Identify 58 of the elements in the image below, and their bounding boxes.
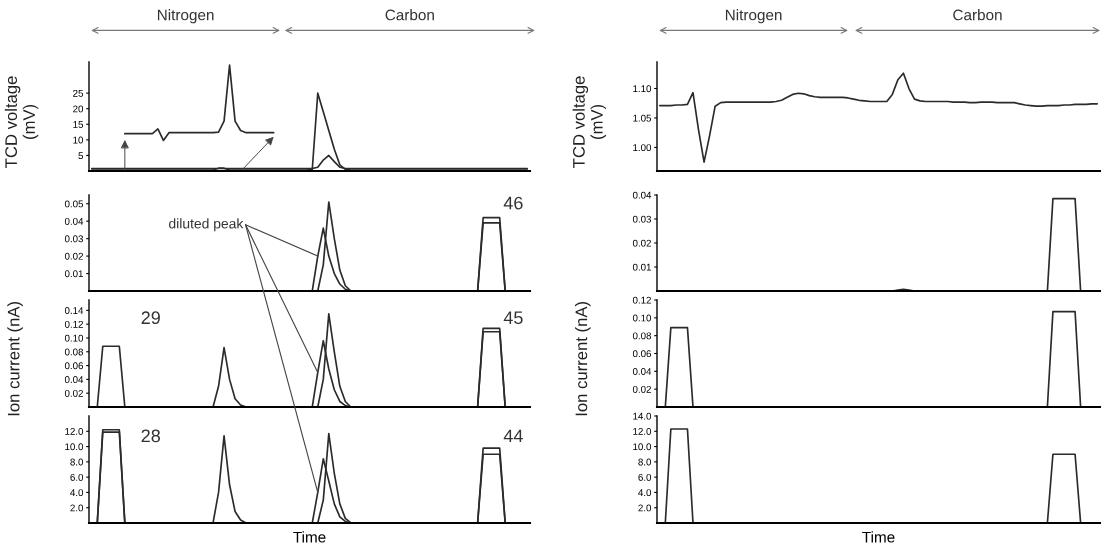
y-tick-label: 4.0: [638, 489, 652, 497]
y-tick-label: 0.08: [64, 348, 84, 356]
y-tick-label: 0.02: [64, 389, 83, 397]
text: Nitrogen: [725, 9, 782, 24]
text: Nitrogen: [157, 9, 214, 24]
y-tick-label: 0.12: [632, 296, 651, 304]
y-tick-label: 2.0: [70, 504, 84, 512]
y-tick-label: 0.10: [632, 314, 652, 322]
y-tick-label: 0.04: [64, 217, 84, 225]
y-tick-label: 0.04: [632, 191, 652, 199]
y-tick-label: 10: [73, 136, 84, 144]
y-tick-label: 0.06: [632, 350, 652, 358]
y-tick-label: 2.0: [638, 504, 652, 512]
y-tick-label: 1.10: [633, 85, 652, 93]
y-axis-title: TCD voltage (mV): [4, 76, 39, 168]
y-axis-title: TCD voltage (mV): [572, 76, 607, 168]
annotation: 29: [141, 311, 160, 325]
y-tick-label: 12.0: [65, 428, 84, 435]
y-tick-label: 0.12: [64, 320, 83, 328]
text: Carbon: [385, 9, 434, 21]
y-tick-label: 15: [73, 121, 84, 128]
y-tick-label: 10.0: [65, 443, 84, 451]
x-axis-title: Time: [862, 531, 895, 543]
y-tick-label: 0.03: [632, 215, 652, 223]
y-tick-label: 0.04: [632, 368, 652, 375]
y-tick-label: 0.02: [632, 385, 651, 393]
y-tick-label: 0.10: [64, 334, 84, 342]
y-tick-label: 6.0: [70, 473, 84, 481]
annotation: 45: [503, 311, 523, 325]
y-tick-label: 1.00: [633, 144, 652, 152]
y-tick-label: 0.08: [632, 332, 652, 340]
y-axis-title: Ion current (nA): [575, 301, 591, 416]
text: Carbon: [953, 9, 1002, 21]
annotation: 46: [503, 196, 523, 210]
y-tick-label: 0.02: [64, 252, 83, 260]
x-axis-title: Time: [293, 531, 326, 543]
y-tick-label: 20: [73, 105, 84, 113]
y-tick-label: 4.0: [70, 489, 84, 497]
annotation: 28: [141, 429, 160, 443]
y-tick-label: 8.0: [70, 458, 84, 466]
y-tick-label: 0.01: [64, 270, 83, 278]
y-tick-label: 0.02: [632, 239, 651, 247]
y-tick-label: 0.05: [64, 200, 84, 208]
y-tick-label: 1.05: [633, 114, 652, 122]
y-tick-label: 5: [78, 152, 84, 160]
y-axis-title: Ion current (nA): [7, 301, 23, 416]
y-tick-label: 12.0: [633, 428, 652, 435]
annotation: 44: [503, 429, 523, 443]
y-tick-label: 0.06: [64, 362, 84, 370]
y-tick-label: 0.01: [632, 263, 651, 271]
y-tick-label: 25: [73, 89, 84, 97]
y-tick-label: 6.0: [638, 473, 652, 481]
y-tick-label: 14.0: [633, 412, 652, 420]
y-tick-label: 10.0: [633, 443, 652, 451]
y-tick-label: 0.14: [64, 307, 84, 314]
y-tick-label: 8.0: [638, 458, 652, 466]
y-tick-label: 0.03: [64, 235, 84, 243]
y-tick-label: 0.04: [64, 376, 84, 384]
